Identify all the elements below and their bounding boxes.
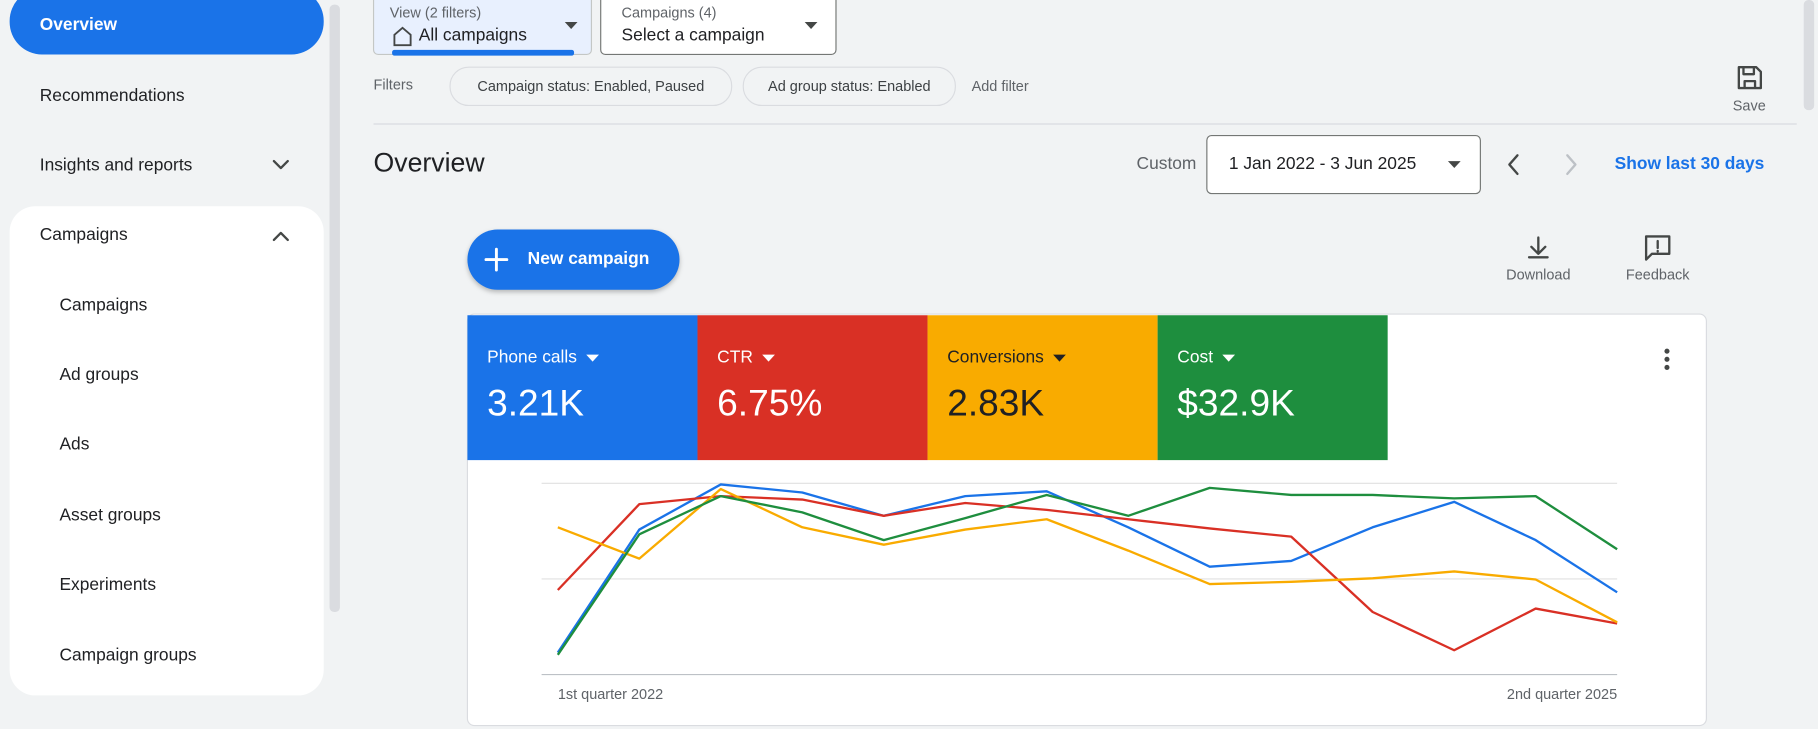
- filter-chip[interactable]: [449, 66, 733, 107]
- scrollbar[interactable]: [329, 4, 340, 612]
- dropdown-arrow: [586, 354, 599, 362]
- nav-sub-item[interactable]: Ad groups: [59, 364, 139, 384]
- range-label: Custom: [1137, 153, 1197, 173]
- nav-item[interactable]: Recommendations: [40, 85, 185, 105]
- home-icon: [393, 26, 412, 47]
- nav-panel: [9, 206, 324, 696]
- download-icon[interactable]: [1527, 236, 1549, 259]
- menu-dot[interactable]: [1664, 348, 1670, 354]
- nav-sub-item[interactable]: Campaign groups: [59, 645, 196, 665]
- series-line: [556, 486, 1618, 656]
- nav-item[interactable]: Overview: [40, 14, 118, 34]
- plus-icon: [484, 247, 509, 272]
- dropdown-value: All campaigns: [419, 25, 527, 45]
- selected-bar: [392, 49, 575, 56]
- dropdown-arrow: [1053, 354, 1066, 362]
- menu-dot[interactable]: [1664, 364, 1670, 370]
- date-range: 1 Jan 2022 - 3 Jun 2025: [1229, 153, 1416, 173]
- nav-sub-item[interactable]: Experiments: [59, 574, 156, 594]
- x-tick-label: 2nd quarter 2025: [1507, 687, 1617, 703]
- scorecard-value: 2.83K: [947, 381, 1044, 423]
- nav-active[interactable]: [9, 0, 324, 55]
- chevron-up[interactable]: [272, 231, 289, 242]
- menu-dot[interactable]: [1664, 356, 1670, 362]
- scorecard-value: 6.75%: [717, 381, 822, 423]
- filter-chip-text: Ad group status: Enabled: [768, 79, 930, 95]
- dropdown-arrow: [1222, 354, 1236, 362]
- x-tick-label: 1st quarter 2022: [558, 687, 663, 703]
- date-picker[interactable]: [1206, 135, 1481, 195]
- nav-sub-item[interactable]: Campaigns: [59, 295, 147, 315]
- feedback-icon[interactable]: [1644, 235, 1671, 261]
- dropdown-label: Campaigns (4): [622, 6, 717, 22]
- scorecard-metric: Cost: [1177, 347, 1213, 367]
- nav-sub-item[interactable]: Asset groups: [59, 504, 161, 524]
- scrollbar[interactable]: [1803, 0, 1815, 111]
- scorecard-metric: Conversions: [947, 347, 1044, 367]
- download-label[interactable]: Download: [1506, 268, 1570, 284]
- series-line: [556, 483, 1618, 654]
- scorecard[interactable]: [1157, 315, 1388, 461]
- page-title: Overview: [374, 148, 486, 178]
- scorecard-metric: Phone calls: [487, 347, 577, 367]
- dropdown-arrow: [762, 354, 775, 362]
- save-icon[interactable]: [1737, 66, 1763, 90]
- scorecard-metric: CTR: [717, 347, 753, 367]
- button-label: New campaign: [528, 248, 650, 268]
- prev-button[interactable]: [1508, 154, 1519, 176]
- dropdown-arrow: [1447, 161, 1461, 169]
- save-label[interactable]: Save: [1733, 98, 1766, 114]
- dropdown-arrow: [564, 22, 578, 29]
- scorecard-value: $32.9K: [1177, 381, 1295, 423]
- scorecard[interactable]: [927, 315, 1158, 461]
- chevron-down[interactable]: [272, 159, 289, 170]
- show-last-link[interactable]: Show last 30 days: [1615, 153, 1765, 173]
- filter-chip[interactable]: [742, 66, 956, 107]
- nav-item[interactable]: Insights and reports: [40, 154, 193, 174]
- scorecard[interactable]: [697, 315, 928, 461]
- next-button[interactable]: [1566, 154, 1577, 176]
- filter-chip-text: Campaign status: Enabled, Paused: [477, 79, 704, 95]
- series-line: [557, 487, 1618, 624]
- filters-label: Filters: [374, 78, 413, 94]
- feedback-label[interactable]: Feedback: [1626, 268, 1690, 284]
- add-filter[interactable]: Add filter: [972, 79, 1029, 95]
- scorecard-value: 3.21K: [487, 381, 584, 423]
- nav-sub-item[interactable]: Ads: [59, 434, 89, 454]
- dropdown-label: View (2 filters): [390, 6, 481, 22]
- dropdown-arrow: [804, 22, 818, 29]
- dropdown-value: Select a campaign: [622, 25, 765, 45]
- new-campaign-button[interactable]: [467, 229, 680, 290]
- nav-item[interactable]: Campaigns: [40, 224, 128, 244]
- scorecard[interactable]: [467, 315, 698, 461]
- campaign-dropdown[interactable]: [600, 0, 837, 56]
